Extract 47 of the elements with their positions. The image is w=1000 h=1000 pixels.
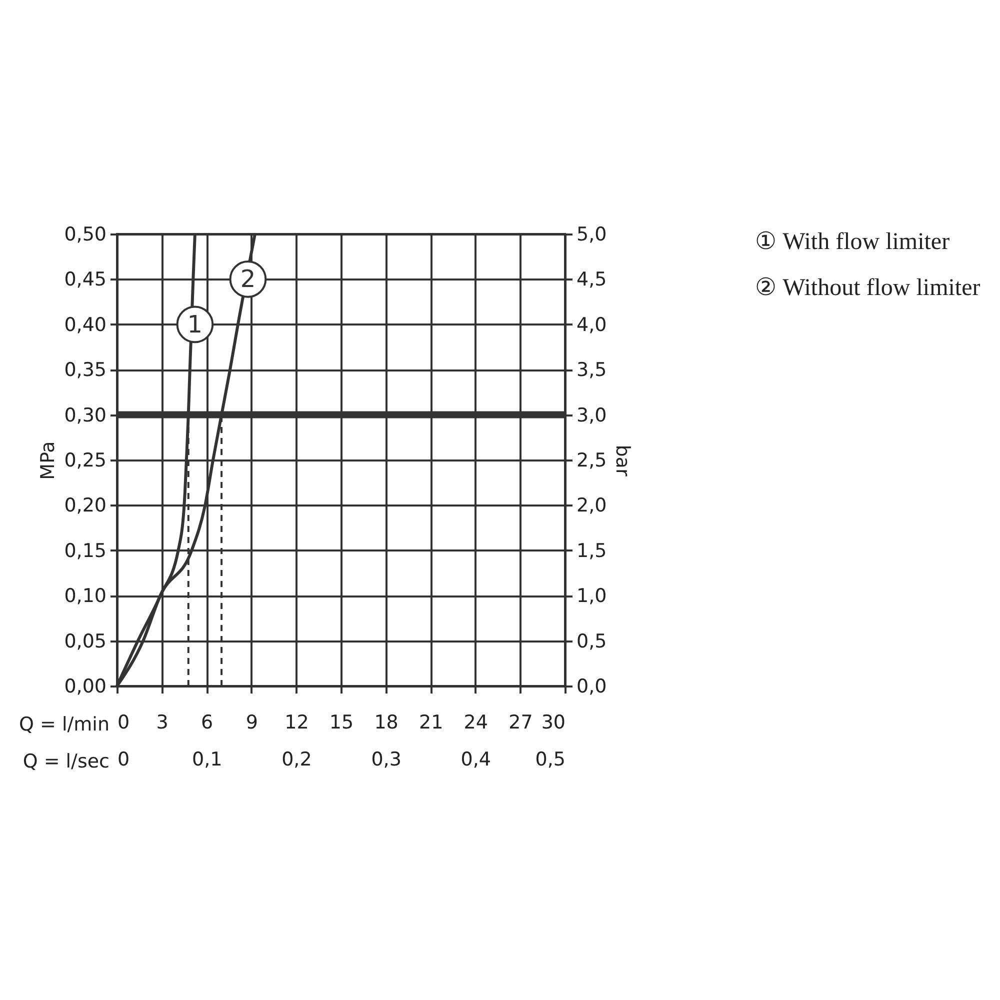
y-tick-label: 0,35 <box>64 359 106 382</box>
y2-tick-label: 5,0 <box>576 224 607 246</box>
y-tick-label: 0,05 <box>64 630 106 652</box>
x2-tick-label: 0,1 <box>192 748 222 770</box>
x-tick-label: 9 <box>246 712 258 734</box>
annotation: 2 <box>240 265 256 294</box>
x2-tick-label: 0 <box>118 748 130 770</box>
y2-axis-title: bar <box>612 444 634 476</box>
y-tick-label: 0,40 <box>64 314 106 336</box>
x-tick-label: 6 <box>201 712 214 734</box>
y-axis-title: MPa <box>37 441 60 480</box>
y2-tick-label: 2,0 <box>576 494 607 517</box>
x-tick-label: 24 <box>464 712 488 734</box>
y2-tick-label: 0,0 <box>576 676 607 698</box>
x2-tick-label: 0,3 <box>371 748 402 770</box>
y2-tick-label: 2,5 <box>576 450 607 472</box>
y-tick-label: 0,00 <box>64 676 106 698</box>
x-axis-title: Q = l/min <box>19 714 110 736</box>
y-tick-label: 0,30 <box>64 404 106 426</box>
text: ② Without flow limiter <box>755 275 980 301</box>
y2-tick-label: 3,0 <box>576 404 607 426</box>
x-tick-label: 3 <box>156 712 168 734</box>
x-tick-label: 18 <box>374 712 398 734</box>
y-tick-label: 0,25 <box>64 450 106 472</box>
x-tick-label: 0 <box>118 712 130 734</box>
y2-tick-label: 3,5 <box>576 359 607 382</box>
y2-tick-label: 4,0 <box>576 314 607 336</box>
x2-tick-label: 0,5 <box>535 748 566 770</box>
x-tick-label: 12 <box>284 712 309 734</box>
y2-tick-label: 1,0 <box>576 585 607 608</box>
x2-axis-title: Q = l/sec <box>22 750 110 772</box>
y2-tick-label: 0,5 <box>576 630 607 652</box>
annotation: 1 <box>187 310 203 338</box>
y-tick-label: 0,15 <box>64 540 106 562</box>
text: ① With flow limiter <box>755 229 950 255</box>
y2-tick-label: 1,5 <box>576 540 607 562</box>
y-tick-label: 0,50 <box>64 224 106 246</box>
x2-tick-label: 0,2 <box>282 748 312 770</box>
x-tick-label: 30 <box>541 712 566 734</box>
x2-tick-label: 0,4 <box>460 748 492 770</box>
y-tick-label: 0,45 <box>64 268 106 291</box>
x-tick-label: 27 <box>508 712 533 734</box>
y-tick-label: 0,10 <box>64 585 106 608</box>
y2-tick-label: 4,5 <box>576 268 607 291</box>
x-tick-label: 15 <box>329 712 354 734</box>
x-tick-label: 21 <box>419 712 444 734</box>
y-tick-label: 0,20 <box>64 494 106 517</box>
